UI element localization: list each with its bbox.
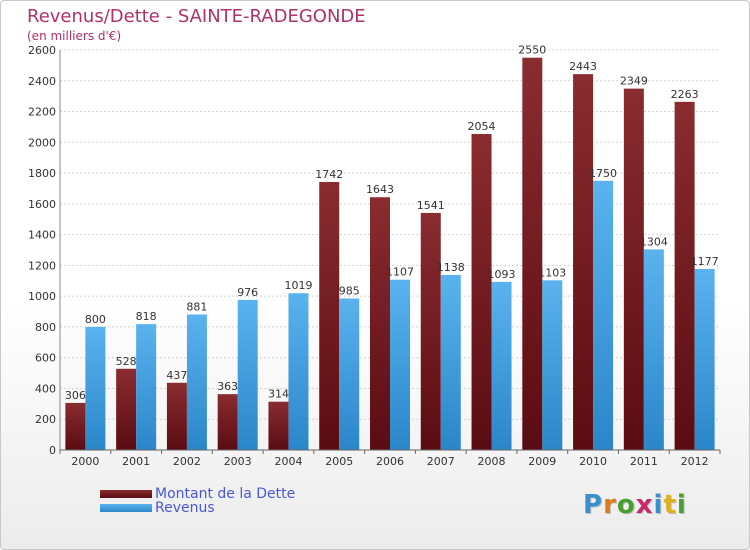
data-label-dette-2008: 2054	[468, 120, 496, 133]
x-tick-label: 2011	[630, 455, 658, 468]
data-label-dette-2002: 437	[166, 369, 187, 382]
bar-dette-2003	[217, 394, 238, 450]
bar-revenus-2009	[542, 280, 563, 450]
legend-label-revenus: Revenus	[155, 500, 215, 516]
bar-dette-2002	[166, 382, 187, 450]
y-tick-label: 2400	[28, 75, 56, 88]
x-tick-label: 2012	[681, 455, 709, 468]
data-label-dette-2011: 2349	[620, 75, 648, 88]
data-label-revenus-2001: 818	[136, 310, 157, 323]
bar-revenus-2004	[288, 293, 309, 450]
bar-dette-2012	[674, 101, 695, 450]
data-label-revenus-2005: 985	[339, 284, 360, 297]
bar-revenus-2006	[390, 279, 410, 450]
data-label-dette-2003: 363	[217, 380, 238, 393]
y-tick-label: 2600	[28, 44, 56, 57]
bar-revenus-2000	[85, 326, 106, 450]
y-tick-label: 1800	[28, 167, 56, 180]
legend-item-revenus: Revenus	[100, 500, 215, 516]
data-label-dette-2012: 2263	[671, 88, 699, 101]
x-tick-label: 2010	[579, 455, 607, 468]
data-label-revenus-2006: 1107	[386, 266, 414, 279]
proxiti-logo: Proxiti	[583, 490, 687, 520]
legend-label-dette: Montant de la Dette	[155, 486, 296, 502]
bar-dette-2009	[522, 57, 543, 450]
data-label-dette-2004: 314	[268, 388, 289, 401]
x-tick-label: 2007	[427, 455, 455, 468]
x-tick-label: 2009	[528, 455, 556, 468]
legend-swatch-revenus	[100, 504, 152, 512]
data-label-revenus-2007: 1138	[437, 261, 465, 274]
y-tick-label: 1400	[28, 229, 56, 242]
bar-revenus-2007	[440, 274, 461, 450]
y-tick-label: 1600	[28, 198, 56, 211]
y-tick-label: 600	[35, 352, 56, 365]
bar-revenus-2003	[237, 299, 258, 450]
data-label-revenus-2010: 1750	[589, 167, 617, 180]
x-tick-label: 2002	[173, 455, 201, 468]
x-tick-label: 2001	[122, 455, 150, 468]
y-tick-label: 200	[35, 413, 56, 426]
bar-dette-2011	[623, 88, 644, 450]
bar-revenus-2010	[593, 180, 614, 450]
x-tick-label: 2008	[478, 455, 506, 468]
legend-swatch-dette	[100, 490, 152, 498]
bar-dette-2004	[268, 401, 289, 450]
data-label-dette-2009: 2550	[518, 44, 546, 57]
data-label-revenus-2004: 1019	[284, 279, 312, 292]
bar-dette-2007	[420, 212, 441, 450]
data-label-dette-2000: 306	[65, 389, 86, 402]
x-tick-label: 2005	[325, 455, 353, 468]
bar-revenus-2002	[186, 314, 207, 450]
bar-dette-2006	[370, 197, 390, 450]
x-tick-label: 2004	[274, 455, 302, 468]
legend-item-dette: Montant de la Dette	[100, 486, 295, 502]
y-tick-label: 2000	[28, 136, 56, 149]
data-label-revenus-2011: 1304	[640, 235, 668, 248]
data-label-revenus-2008: 1093	[488, 268, 516, 281]
data-label-revenus-2003: 976	[237, 286, 258, 299]
x-tick-label: 2000	[71, 455, 99, 468]
data-label-dette-2007: 1541	[417, 199, 445, 212]
data-label-dette-2005: 1742	[315, 168, 343, 181]
bar-dette-2001	[116, 368, 137, 450]
y-tick-label: 800	[35, 321, 56, 334]
data-label-dette-2006: 1643	[366, 183, 394, 196]
bar-dette-2005	[319, 182, 340, 450]
x-tick-label: 2003	[224, 455, 252, 468]
bar-revenus-2001	[136, 324, 157, 450]
bar-revenus-2005	[339, 298, 360, 450]
bar-dette-2008	[471, 134, 492, 450]
data-label-revenus-2009: 1103	[538, 266, 566, 279]
data-label-revenus-2000: 800	[85, 313, 106, 326]
y-tick-label: 2200	[28, 106, 56, 119]
bar-revenus-2011	[643, 249, 664, 450]
bar-dette-2010	[573, 74, 594, 451]
data-label-revenus-2012: 1177	[691, 255, 719, 268]
bar-revenus-2008	[491, 281, 512, 450]
bar-revenus-2012	[694, 268, 715, 450]
y-tick-label: 0	[49, 444, 56, 457]
bar-dette-2000	[65, 402, 86, 450]
chart-subtitle: (en milliers d'€)	[27, 29, 122, 43]
data-label-revenus-2002: 881	[186, 300, 207, 313]
y-tick-label: 1200	[28, 259, 56, 272]
data-label-dette-2001: 528	[116, 355, 137, 368]
chart-title: Revenus/Dette - SAINTE-RADEGONDE	[27, 6, 366, 27]
y-tick-label: 1000	[28, 290, 56, 303]
x-tick-label: 2006	[376, 455, 404, 468]
data-label-dette-2010: 2443	[569, 60, 597, 73]
y-tick-label: 400	[35, 382, 56, 395]
